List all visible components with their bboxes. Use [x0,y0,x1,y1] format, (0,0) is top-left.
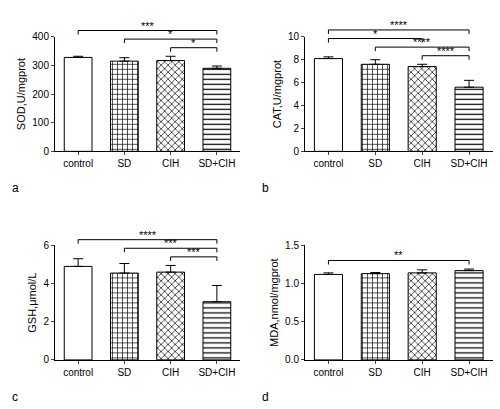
svg-text:SD+CIH: SD+CIH [198,367,235,378]
svg-text:***: *** [164,237,178,249]
svg-text:100: 100 [32,117,49,128]
svg-text:4: 4 [43,278,49,289]
svg-text:control: control [313,158,343,169]
svg-text:4: 4 [293,100,299,111]
svg-text:0: 0 [293,146,299,157]
svg-text:2: 2 [43,316,49,327]
svg-text:0.0: 0.0 [285,354,299,365]
svg-text:****: **** [390,19,408,31]
svg-text:****: **** [413,36,431,48]
svg-text:CIH: CIH [162,158,179,169]
svg-text:***: *** [187,246,201,258]
svg-text:SOD,U/mgprot: SOD,U/mgprot [15,58,27,130]
svg-text:SD: SD [117,158,131,169]
svg-text:**: ** [394,249,403,261]
svg-text:SD+CIH: SD+CIH [451,367,488,378]
svg-text:CIH: CIH [162,367,179,378]
svg-text:*: * [191,37,196,49]
svg-text:0: 0 [43,146,49,157]
svg-text:200: 200 [32,89,49,100]
svg-text:*: * [168,28,173,40]
svg-text:a: a [12,181,19,195]
svg-text:b: b [262,181,269,195]
svg-text:****: **** [139,229,157,241]
svg-text:400: 400 [32,31,49,42]
svg-text:1.0: 1.0 [285,278,299,289]
svg-text:control: control [313,367,343,378]
svg-text:***: *** [141,20,155,32]
svg-text:CIH: CIH [414,367,431,378]
svg-text:0.5: 0.5 [285,316,299,327]
svg-text:300: 300 [32,60,49,71]
svg-text:MDA,nmol/mgprot: MDA,nmol/mgprot [268,258,280,347]
svg-text:SD: SD [368,367,382,378]
svg-text:0: 0 [43,354,49,365]
svg-text:CAT,U/mgprot: CAT,U/mgprot [271,60,283,128]
svg-text:GSH,μmol/L: GSH,μmol/L [26,273,38,333]
svg-text:****: **** [437,45,455,57]
svg-text:control: control [63,158,93,169]
svg-text:c: c [12,390,18,404]
svg-text:SD+CIH: SD+CIH [198,158,235,169]
svg-text:*: * [373,28,378,40]
svg-text:2: 2 [293,123,299,134]
svg-text:CIH: CIH [414,158,431,169]
svg-text:d: d [262,390,269,404]
svg-text:6: 6 [43,240,49,251]
svg-text:SD: SD [368,158,382,169]
svg-text:SD: SD [117,367,131,378]
svg-text:8: 8 [293,54,299,65]
svg-text:6: 6 [293,77,299,88]
svg-text:control: control [63,367,93,378]
svg-text:SD+CIH: SD+CIH [451,158,488,169]
svg-text:10: 10 [288,31,300,42]
svg-text:1.5: 1.5 [285,240,299,251]
